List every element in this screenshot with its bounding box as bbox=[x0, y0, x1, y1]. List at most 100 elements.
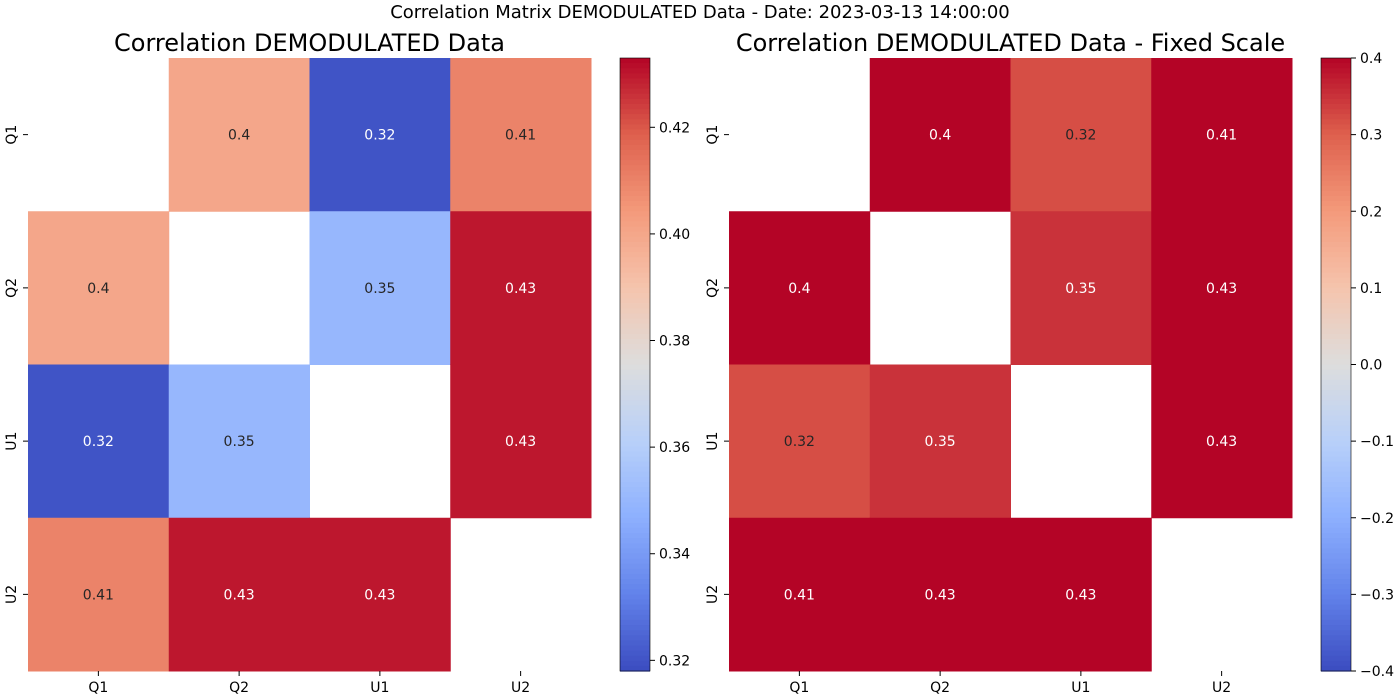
colorbar-segment bbox=[1321, 420, 1351, 427]
colorbar-segment bbox=[1321, 599, 1351, 606]
colorbar-segment bbox=[620, 655, 650, 662]
cell-value-label: 0.35 bbox=[925, 434, 956, 450]
colorbar-segment bbox=[620, 195, 650, 202]
heatmap-cell bbox=[1010, 517, 1152, 672]
colorbar-tick-label: 0.0 bbox=[1360, 358, 1382, 374]
colorbar-segment bbox=[620, 625, 650, 631]
colorbar-segment bbox=[1321, 538, 1351, 544]
cell-value-label: 0.41 bbox=[784, 587, 815, 603]
colorbar-tick-label: −0.1 bbox=[1360, 434, 1394, 450]
colorbar-segment bbox=[620, 369, 650, 376]
colorbar-segment bbox=[1321, 216, 1351, 223]
colorbar-tick-label: 0.3 bbox=[1360, 128, 1382, 144]
colorbar-segment bbox=[1321, 390, 1351, 396]
colorbar-segment bbox=[1321, 430, 1351, 437]
colorbar-segment bbox=[620, 93, 650, 100]
colorbar-frame bbox=[619, 57, 651, 672]
colorbar-segment bbox=[620, 73, 650, 80]
colorbar-segment bbox=[620, 599, 650, 606]
colorbar-segment bbox=[1321, 124, 1351, 131]
colorbar-segment bbox=[1321, 466, 1351, 473]
colorbar-tick-label: 0.1 bbox=[1360, 281, 1382, 297]
colorbar-segment bbox=[1321, 160, 1351, 166]
colorbar-segment bbox=[620, 400, 650, 406]
colorbar-segment bbox=[620, 379, 650, 386]
colorbar-segment bbox=[1321, 415, 1351, 422]
colorbar-segment bbox=[1321, 277, 1351, 284]
colorbar-segment bbox=[1321, 298, 1351, 304]
colorbar-segment bbox=[620, 430, 650, 437]
colorbar-segment bbox=[1321, 614, 1351, 621]
heatmap-cell bbox=[1151, 58, 1293, 212]
colorbar-segment bbox=[1321, 359, 1351, 366]
colorbar-segment bbox=[620, 165, 650, 171]
colorbar-segment bbox=[1321, 236, 1351, 243]
colorbar-segment bbox=[1321, 589, 1351, 595]
colorbar-segment bbox=[620, 579, 650, 585]
colorbar-segment bbox=[1321, 410, 1351, 417]
cell-value-label: 0.32 bbox=[1065, 128, 1096, 144]
x-tick-label: U2 bbox=[511, 680, 530, 696]
colorbar-segment bbox=[1321, 93, 1351, 100]
figure-title: Correlation Matrix DEMODULATED Data - Da… bbox=[390, 2, 1010, 23]
colorbar-segment bbox=[620, 527, 650, 534]
colorbar-segment bbox=[620, 190, 650, 197]
colorbar-segment bbox=[1321, 584, 1351, 590]
colorbar-segment bbox=[1321, 226, 1351, 233]
colorbar-segment bbox=[1321, 543, 1351, 549]
colorbar-segment bbox=[620, 665, 650, 672]
colorbar-segment bbox=[1321, 139, 1351, 146]
colorbar-segment bbox=[620, 287, 650, 294]
x-tick-label: Q1 bbox=[789, 680, 809, 696]
colorbar-segment bbox=[620, 170, 650, 177]
colorbar-segment bbox=[620, 384, 650, 391]
colorbar-segment bbox=[1321, 655, 1351, 662]
colorbar-segment bbox=[1321, 206, 1351, 212]
colorbar-segment bbox=[620, 308, 650, 315]
colorbar-segment bbox=[620, 558, 650, 565]
y-tick-label: U1 bbox=[705, 432, 721, 451]
colorbar-segment bbox=[620, 359, 650, 366]
colorbar-segment bbox=[1321, 665, 1351, 672]
colorbar-segment bbox=[620, 614, 650, 621]
colorbar-segment bbox=[1321, 436, 1351, 442]
colorbar-segment bbox=[1321, 201, 1351, 207]
colorbar-segment bbox=[620, 650, 650, 657]
colorbar-segment bbox=[620, 645, 650, 652]
cell-value-label: 0.4 bbox=[228, 128, 250, 144]
colorbar-segment bbox=[1321, 165, 1351, 171]
colorbar-segment bbox=[620, 83, 650, 90]
colorbar-segment bbox=[1321, 481, 1351, 488]
colorbar-segment bbox=[620, 119, 650, 126]
cell-value-label: 0.4 bbox=[87, 281, 109, 297]
colorbar-segment bbox=[1321, 267, 1351, 274]
colorbar-segment bbox=[620, 461, 650, 468]
colorbar-segment bbox=[1321, 338, 1351, 345]
colorbar-segment bbox=[1321, 83, 1351, 90]
colorbar-segment bbox=[620, 328, 650, 335]
cell-value-label: 0.43 bbox=[505, 281, 536, 297]
colorbar-segment bbox=[620, 282, 650, 289]
colorbar-segment bbox=[620, 410, 650, 417]
colorbar-segment bbox=[620, 594, 650, 601]
heatmap-cell bbox=[729, 517, 871, 672]
colorbar-segment bbox=[620, 395, 650, 401]
colorbar-segment bbox=[1321, 58, 1351, 64]
colorbar-segment bbox=[1321, 384, 1351, 391]
colorbar-segment bbox=[620, 134, 650, 141]
colorbar-segment bbox=[620, 272, 650, 279]
heatmap-cell bbox=[28, 211, 170, 365]
x-tick-label: U1 bbox=[370, 680, 389, 696]
colorbar-segment bbox=[620, 563, 650, 570]
colorbar-segment bbox=[1321, 68, 1351, 74]
colorbar-segment bbox=[1321, 272, 1351, 279]
heatmap-panel-unscaled: Correlation DEMODULATED Data 0.4 0.32 0.41 0… bbox=[4, 29, 690, 696]
colorbar-segment bbox=[1321, 568, 1351, 575]
colorbar-segment bbox=[1321, 354, 1351, 360]
colorbar-tick-label: −0.2 bbox=[1360, 511, 1394, 527]
colorbar-segment bbox=[620, 502, 650, 509]
colorbar-segment bbox=[620, 160, 650, 166]
colorbar-segment bbox=[620, 481, 650, 488]
heatmap-cell bbox=[729, 211, 871, 365]
colorbar-segment bbox=[620, 144, 650, 151]
